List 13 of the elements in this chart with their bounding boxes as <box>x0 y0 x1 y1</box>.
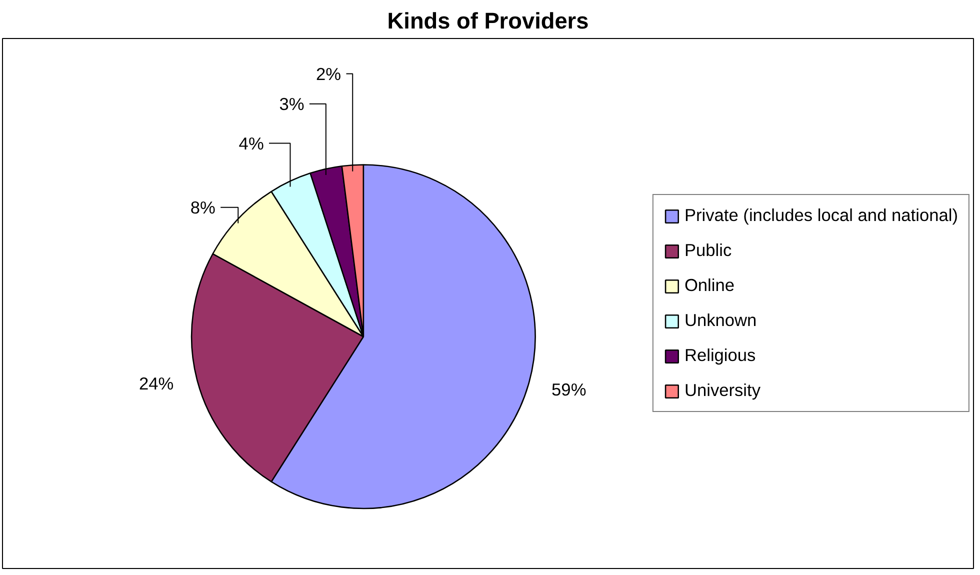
data-label: 4% <box>238 133 264 154</box>
legend-label: Unknown <box>684 310 757 331</box>
data-label: 24% <box>138 374 174 394</box>
legend-label: Private (includes local and national) <box>684 205 958 226</box>
legend-label: University <box>684 380 761 401</box>
chart-title: Kinds of Providers <box>387 8 589 34</box>
data-label: 8% <box>190 197 216 218</box>
data-label: 2% <box>316 64 342 84</box>
legend-label: Public <box>684 240 732 261</box>
legend-label: Religious <box>684 345 756 366</box>
data-label: 59% <box>552 379 586 400</box>
legend-label: Online <box>684 275 735 296</box>
data-label: 3% <box>279 94 304 114</box>
